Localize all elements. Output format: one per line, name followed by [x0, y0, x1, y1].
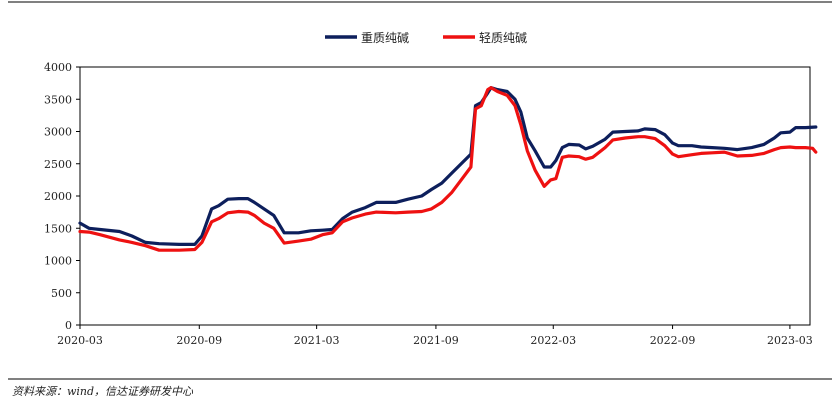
x-tick-label: 2020-09: [176, 334, 222, 347]
x-tick-label: 2022-03: [530, 334, 576, 347]
x-tick-label: 2023-03: [767, 334, 813, 347]
y-tick-label: 1000: [44, 255, 72, 268]
x-tick-label: 2022-09: [650, 334, 696, 347]
y-tick-label: 1500: [44, 222, 72, 235]
y-tick-label: 3000: [44, 126, 72, 139]
x-tick-label: 2020-03: [57, 334, 103, 347]
series-line: [78, 86, 818, 252]
y-tick-label: 4000: [44, 61, 72, 74]
source-note: 资料来源：wind，信达证券研发中心: [12, 385, 194, 398]
y-tick-label: 0: [65, 319, 72, 332]
x-axis: 2020-03 2020-09 2021-03 2021-09 2022-03 2022-…: [57, 325, 813, 347]
x-tick-label: 2021-09: [413, 334, 459, 347]
y-tick-label: 2500: [44, 158, 72, 171]
y-tick-label: 3500: [44, 93, 72, 106]
plot-frame: [79, 66, 811, 326]
legend: 重质纯碱 轻质纯碱: [325, 31, 527, 45]
legend-label: 轻质纯碱: [479, 31, 527, 45]
series-line: [78, 86, 818, 246]
y-axis: 0 500 1000 1500 2000 2500 3000 3500 4000: [44, 61, 80, 332]
y-tick-label: 2000: [44, 190, 72, 203]
y-tick-label: 500: [51, 287, 72, 300]
x-tick-label: 2021-03: [294, 334, 340, 347]
series-lines: [78, 86, 818, 252]
legend-label: 重质纯碱: [361, 31, 409, 45]
